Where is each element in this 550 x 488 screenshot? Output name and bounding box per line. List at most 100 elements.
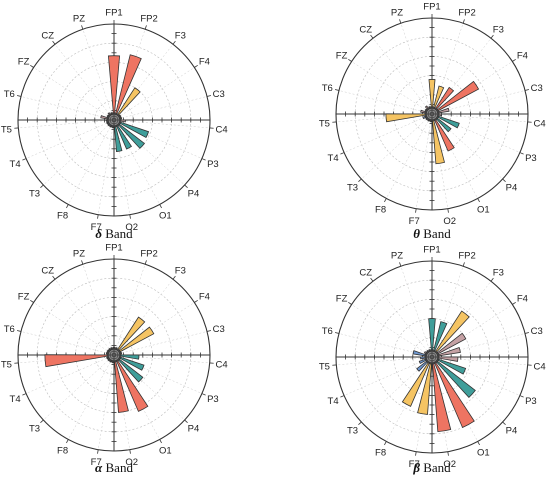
theta-grid-spoke-12: [361, 113, 433, 180]
alpha-grid-spoke-17: [54, 279, 115, 356]
theta-title-text: Band: [420, 226, 451, 241]
delta-ring-tick-16: [30, 64, 34, 68]
delta-label-fp2: FP2: [140, 13, 157, 24]
beta-ring-tick-15: [334, 332, 340, 334]
delta-hub-ring-1: [111, 117, 117, 123]
theta-ring-tick-7: [502, 178, 506, 183]
alpha-ring-tick-9: [129, 449, 131, 454]
alpha-bar-t5: [44, 354, 109, 368]
alpha-ring-tick-12: [40, 419, 44, 424]
alpha-grid-spoke-13: [25, 354, 115, 394]
theta-ring-tick-10: [415, 208, 417, 213]
theta-label-o2: O2: [443, 216, 456, 227]
beta-center-hub: [424, 349, 440, 365]
beta-ring-tick-3: [512, 301, 516, 305]
theta-label-pz: PZ: [391, 7, 403, 18]
delta-ring-tick-6: [201, 158, 206, 161]
beta-label-p3: P3: [525, 396, 537, 407]
delta-label-p4: P4: [188, 189, 200, 200]
delta-ring-tick-1: [144, 25, 147, 30]
beta-ring-tick-17: [370, 277, 374, 282]
theta-label-fp1: FP1: [423, 2, 440, 13]
beta-ring-tick-9: [447, 451, 449, 456]
alpha-ring-tick-18: [81, 260, 84, 265]
alpha-grid-spoke-15: [20, 331, 115, 356]
beta-band-title: β Band: [412, 460, 451, 475]
alpha-title-text: Band: [102, 460, 133, 475]
theta-label-t3: T3: [347, 183, 358, 194]
theta-grid-spoke-16: [351, 61, 433, 115]
delta-title-symbol: δ: [95, 226, 102, 241]
delta-label-t3: T3: [29, 189, 40, 200]
theta-label-t5: T5: [319, 118, 330, 129]
theta-label-f7: F7: [409, 216, 420, 227]
beta-label-f8: F8: [375, 447, 386, 458]
alpha-label-t4: T4: [10, 394, 21, 405]
beta-ring-tick-18: [399, 262, 402, 267]
alpha-ring-tick-3: [194, 299, 198, 303]
delta-ring-tick-2: [172, 40, 176, 45]
alpha-grid-spoke-1: [113, 264, 146, 356]
alpha-label-o2: O2: [125, 457, 138, 468]
theta-ring-tick-16: [348, 58, 352, 62]
beta-label-t3: T3: [347, 426, 358, 437]
alpha-grid-spoke-5: [113, 354, 210, 364]
alpha-ring-tick-16: [30, 299, 34, 303]
beta-ring-tick-4: [524, 332, 530, 334]
beta-ring-tick-1: [462, 262, 465, 267]
beta-ring-tick-11: [384, 441, 387, 446]
theta-grid-spoke-18: [400, 23, 433, 115]
delta-grid-spoke-15: [20, 96, 115, 121]
alpha-grid-spoke-16: [33, 302, 115, 356]
delta-label-f8: F8: [57, 210, 68, 221]
delta-ring-tick-11: [66, 204, 69, 209]
delta-label-cz: CZ: [41, 30, 54, 41]
theta-label-t4: T4: [328, 153, 339, 164]
alpha-grid-spoke-3: [113, 302, 195, 356]
theta-label-f4: F4: [517, 50, 528, 61]
delta-ring-tick-10: [97, 214, 99, 219]
alpha-label-f8: F8: [57, 445, 68, 456]
alpha-label-t5: T5: [1, 359, 12, 370]
alpha-label-fz: FZ: [18, 291, 30, 302]
alpha-label-o1: O1: [159, 445, 172, 456]
delta-band-panel: FP1 FP2 F3 F4 C3 C4 P3 P4 O1 O2 F7 F8 T3 T4 T5 T6 FZ CZ PZ…: [1, 8, 228, 242]
beta-title-text: Band: [420, 460, 451, 475]
delta-grid-spoke-16: [33, 67, 115, 121]
delta-grid-spoke-3: [113, 67, 195, 121]
beta-ring-tick-12: [358, 421, 362, 426]
beta-label-c3: C3: [531, 326, 543, 337]
theta-grid-spoke-13: [343, 113, 433, 153]
theta-ring-tick-3: [512, 58, 516, 62]
alpha-grid-spoke-10: [97, 354, 115, 450]
alpha-label-c4: C4: [216, 359, 228, 370]
beta-ring-tick-2: [490, 277, 494, 282]
alpha-center-hub: [106, 347, 122, 363]
delta-ring-tick-18: [81, 25, 84, 30]
beta-label-o2: O2: [443, 459, 456, 470]
theta-ring-tick-2: [490, 34, 494, 39]
theta-grid-spoke-10: [415, 113, 433, 209]
delta-hub-ring-2: [109, 115, 119, 125]
delta-label-c3: C3: [213, 89, 225, 100]
delta-label-t6: T6: [4, 89, 15, 100]
beta-ring-tick-13: [340, 395, 345, 398]
alpha-label-c3: C3: [213, 324, 225, 335]
theta-label-f3: F3: [493, 24, 504, 35]
beta-label-c4: C4: [534, 361, 546, 372]
alpha-ring-tick-6: [201, 393, 206, 396]
beta-ring-tick-7: [502, 421, 506, 426]
alpha-label-f3: F3: [175, 265, 186, 276]
alpha-label-p4: P4: [188, 424, 200, 435]
delta-grid-spoke-18: [82, 29, 115, 121]
alpha-ring-tick-15: [16, 330, 22, 332]
alpha-band-panel: FP1 FP2 F3 F4 C3 C4 P3 P4 O1 O2 F7 F8 T3 T4 T5 T6 FZ CZ PZ…: [1, 243, 228, 476]
theta-label-p4: P4: [506, 183, 518, 194]
delta-label-fz: FZ: [18, 56, 30, 67]
theta-bar-f4: [435, 80, 480, 112]
theta-ring-tick-8: [477, 198, 480, 203]
theta-ring-tick-18: [399, 19, 402, 24]
theta-ring-tick-4: [524, 89, 530, 91]
delta-band-title: δ Band: [95, 226, 133, 241]
beta-grid-spoke-18: [400, 266, 433, 358]
